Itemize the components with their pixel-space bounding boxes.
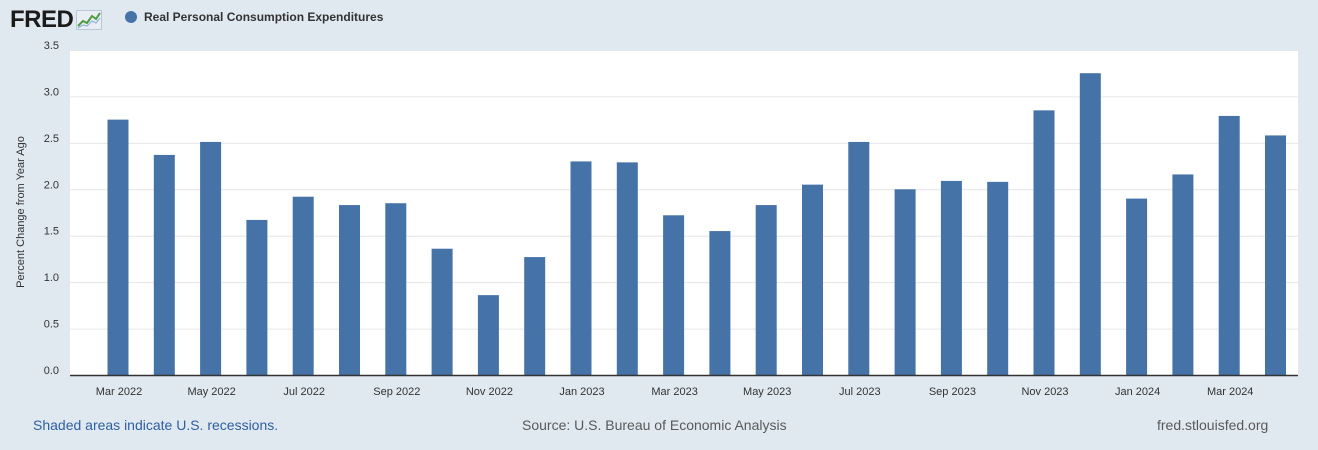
bar[interactable] — [663, 215, 685, 375]
y-axis-ticks: 0.0 0.5 1.0 1.5 2.0 2.5 3.0 3.5 — [44, 40, 59, 377]
x-tick-label: May 2023 — [743, 386, 791, 398]
bar[interactable] — [1079, 73, 1101, 375]
x-tick-label: Jul 2022 — [283, 386, 325, 398]
y-tick-label: 3.0 — [44, 86, 59, 98]
x-tick-label: Jan 2024 — [1115, 386, 1160, 398]
bar[interactable] — [477, 295, 499, 375]
bar[interactable] — [1126, 198, 1148, 375]
bar[interactable] — [1033, 110, 1055, 375]
x-tick-label: Mar 2022 — [96, 386, 142, 398]
source-text: Source: U.S. Bureau of Economic Analysis — [522, 417, 787, 433]
bar[interactable] — [1218, 115, 1240, 375]
x-tick-label: Nov 2022 — [466, 386, 513, 398]
y-tick-label: 1.5 — [44, 226, 59, 238]
bar[interactable] — [246, 219, 268, 375]
bar-chart: 0.0 0.5 1.0 1.5 2.0 2.5 3.0 3.5 Mar 2022 May 202… — [15, 40, 1298, 398]
x-tick-label: Jul 2023 — [839, 386, 881, 398]
bar[interactable] — [339, 205, 360, 375]
bar[interactable] — [802, 184, 823, 375]
bar[interactable] — [709, 231, 731, 375]
bar-series — [107, 73, 1286, 376]
bar[interactable] — [153, 154, 175, 375]
fred-logo[interactable]: FRED — [10, 6, 103, 34]
bar[interactable] — [292, 196, 314, 375]
y-tick-label: 1.0 — [44, 272, 59, 284]
x-tick-label: Sep 2022 — [373, 386, 420, 398]
x-axis-ticks: Mar 2022 May 2022 Jul 2022 Sep 2022 Nov 2022… — [96, 386, 1254, 398]
bar[interactable] — [940, 180, 962, 375]
site-url[interactable]: fred.stlouisfed.org — [1157, 417, 1269, 433]
y-tick-label: 2.0 — [44, 179, 59, 191]
bar[interactable] — [524, 257, 546, 375]
y-tick-label: 0.5 — [44, 319, 59, 331]
y-tick-label: 2.5 — [44, 133, 59, 145]
fred-logo-text: FRED — [10, 6, 74, 33]
bar[interactable] — [987, 181, 1009, 375]
bar[interactable] — [385, 203, 407, 375]
bar[interactable] — [107, 119, 129, 376]
bar[interactable] — [755, 205, 777, 375]
bar[interactable] — [431, 248, 453, 375]
recession-note-link[interactable]: Shaded areas indicate U.S. recessions. — [33, 417, 279, 433]
legend-series-label: Real Personal Consumption Expenditures — [144, 10, 384, 24]
x-tick-label: Mar 2023 — [651, 386, 697, 398]
x-tick-label: Jan 2023 — [559, 386, 604, 398]
line-chart-icon — [76, 10, 103, 30]
y-tick-label: 3.5 — [44, 40, 59, 52]
x-tick-label: Sep 2023 — [929, 386, 976, 398]
bar[interactable] — [200, 141, 222, 375]
bar[interactable] — [616, 162, 638, 375]
x-tick-label: Mar 2024 — [1207, 386, 1253, 398]
y-axis-label: Percent Change from Year Ago — [15, 136, 27, 288]
x-tick-label: Nov 2023 — [1021, 386, 1068, 398]
y-tick-label: 0.0 — [44, 365, 59, 377]
bar[interactable] — [570, 161, 592, 375]
legend-series-marker — [125, 11, 137, 23]
bar[interactable] — [1265, 135, 1286, 375]
bar[interactable] — [894, 189, 916, 375]
bar[interactable] — [848, 141, 870, 375]
chart-legend[interactable]: Real Personal Consumption Expenditures — [125, 10, 383, 24]
x-tick-label: May 2022 — [187, 386, 235, 398]
bar[interactable] — [1172, 174, 1194, 375]
